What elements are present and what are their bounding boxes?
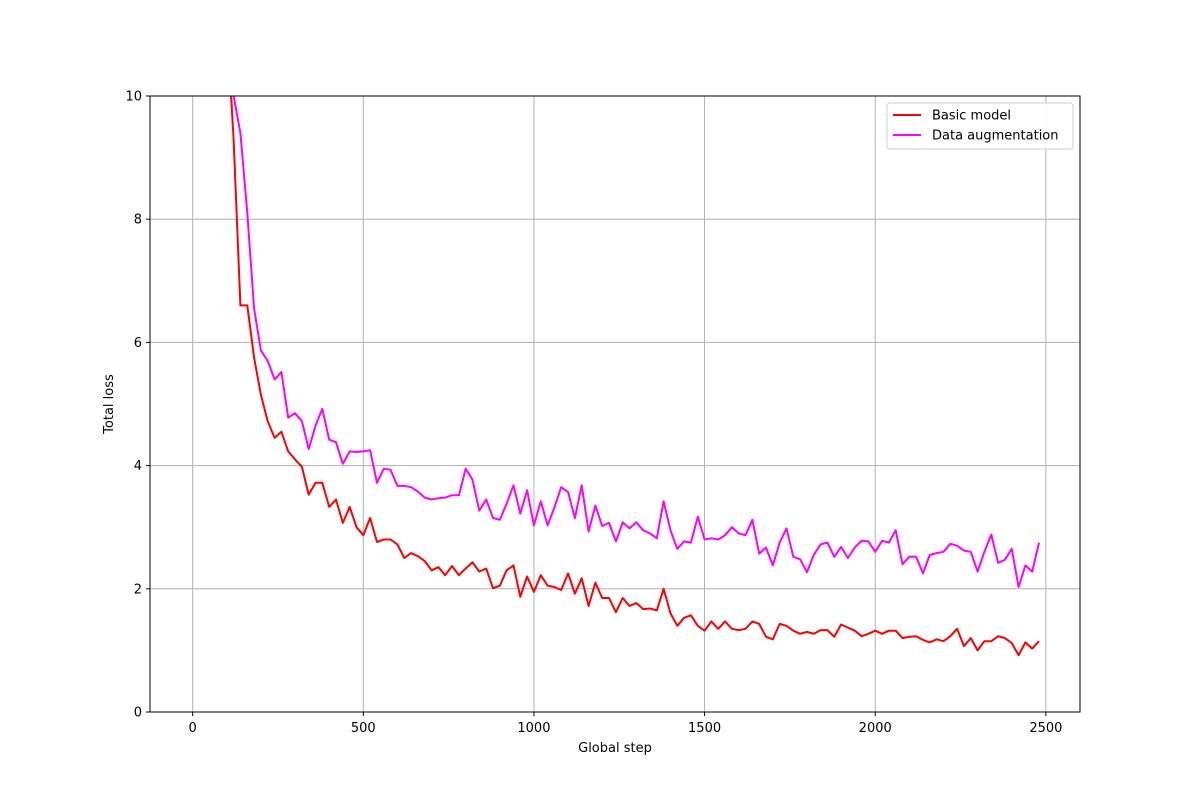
y-tick-label: 0: [134, 706, 142, 721]
x-tick-label: 500: [351, 721, 376, 736]
legend-label-basic-model: Basic model: [932, 109, 1011, 124]
series-line-data-augmentation: [232, 96, 1040, 588]
x-axis-ticks: 0 500 1000 1500 2000 2500: [189, 712, 1062, 736]
series-layer: [230, 96, 1040, 657]
x-axis-label: Global step: [578, 741, 652, 756]
x-tick-label: 1000: [517, 721, 550, 736]
x-tick-label: 2000: [859, 721, 892, 736]
y-tick-label: 2: [134, 582, 142, 597]
y-axis-label: Total loss: [102, 374, 117, 435]
legend-label-data-augmentation: Data augmentation: [932, 129, 1059, 144]
y-tick-label: 6: [134, 336, 142, 351]
series-line-basic-model: [230, 96, 1040, 657]
y-tick-label: 10: [125, 90, 142, 105]
x-tick-label: 0: [189, 721, 197, 736]
y-tick-label: 4: [134, 459, 142, 474]
plot-area-frame: [149, 95, 1081, 713]
x-tick-label: 1500: [688, 721, 721, 736]
legend: Basic model Data augmentation: [886, 102, 1074, 150]
y-tick-label: 8: [134, 213, 142, 228]
x-tick-label: 2500: [1029, 721, 1062, 736]
y-axis-ticks: 0 2 4 6 8 10: [125, 90, 150, 721]
legend-box: [886, 102, 1074, 150]
grid: [150, 95, 1080, 713]
